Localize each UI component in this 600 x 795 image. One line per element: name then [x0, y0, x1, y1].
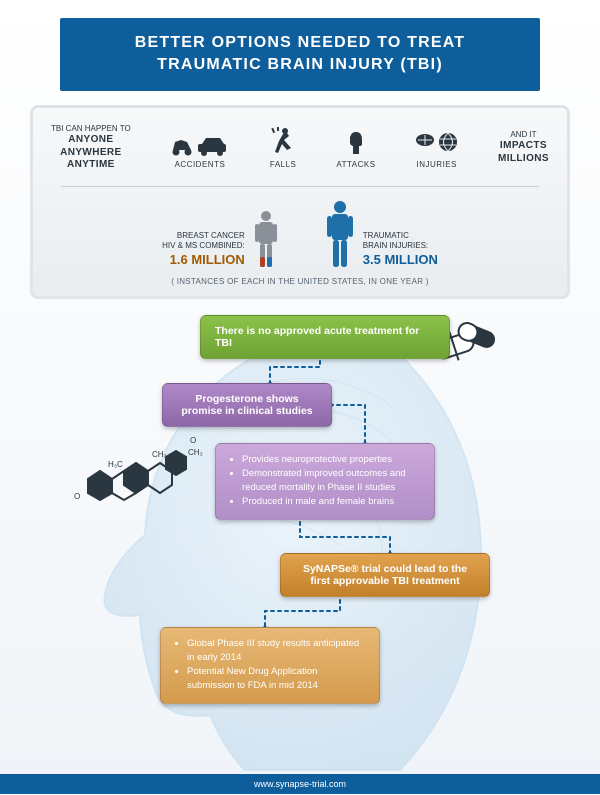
callout-purple-light: Provides neuroprotective properties Demo…	[215, 443, 435, 520]
right-emph2: MILLIONS	[498, 153, 549, 166]
cause-attacks: ATTACKS	[336, 126, 375, 169]
comparison-footnote: ( INSTANCES OF EACH IN THE UNITED STATES…	[51, 277, 549, 286]
cmp-r-line1: BRAIN INJURIES:	[363, 241, 438, 251]
comparison-row: BREAST CANCER HIV & MS COMBINED: 1.6 MIL…	[51, 199, 549, 269]
callout-orange-light: Global Phase III study results anticipat…	[160, 627, 380, 704]
attack-icon	[344, 126, 368, 156]
cause-accidents: ACCIDENTS	[170, 126, 230, 169]
cmp-r-line0: TRAUMATIC	[363, 231, 438, 241]
callout-purple-dark: Progesterone shows promise in clinical s…	[162, 383, 332, 427]
comparison-right-label: TRAUMATIC BRAIN INJURIES: 3.5 MILLION	[363, 231, 438, 269]
mol-lbl: O	[74, 492, 80, 501]
cmp-l-line1: HIV & MS COMBINED:	[162, 241, 245, 251]
comparison-left-label: BREAST CANCER HIV & MS COMBINED: 1.6 MIL…	[162, 231, 245, 269]
causes-left-text: TBI CAN HAPPEN TO ANYONE ANYWHERE ANYTIM…	[51, 124, 131, 172]
person-icon-right	[325, 199, 355, 269]
pl-bullet: Demonstrated improved outcomes and reduc…	[242, 467, 420, 496]
brain-section: O H₃C CH₃ CH₃ O There is no approved acu…	[0, 305, 600, 745]
header-banner: BETTER OPTIONS NEEDED TO TREAT TRAUMATIC…	[60, 18, 540, 91]
left-emph1: ANYONE	[51, 134, 131, 147]
cause-label: ATTACKS	[336, 160, 375, 169]
accident-icon	[170, 126, 230, 156]
divider	[61, 186, 539, 187]
mol-lbl: CH₃	[188, 448, 203, 457]
cause-label: FALLS	[270, 160, 297, 169]
left-emph3: ANYTIME	[51, 159, 131, 172]
right-small: AND IT	[498, 130, 549, 140]
callout-purple-dark-text: Progesterone shows promise in clinical s…	[181, 393, 312, 417]
cmp-r-value: 3.5 MILLION	[363, 252, 438, 269]
stats-panel: TBI CAN HAPPEN TO ANYONE ANYWHERE ANYTIM…	[30, 105, 570, 299]
comparison-left: BREAST CANCER HIV & MS COMBINED: 1.6 MIL…	[162, 209, 279, 269]
callout-orange: SyNAPSe® trial could lead to the first a…	[280, 553, 490, 597]
footer-url: www.synapse-trial.com	[254, 779, 346, 789]
mol-lbl: CH₃	[152, 450, 167, 459]
footer-bar: www.synapse-trial.com	[0, 774, 600, 794]
left-emph2: ANYWHERE	[51, 147, 131, 160]
left-small: TBI CAN HAPPEN TO	[51, 124, 131, 134]
fall-icon	[269, 126, 297, 156]
cause-label: ACCIDENTS	[175, 160, 226, 169]
mol-lbl: O	[190, 436, 196, 445]
mol-lbl: H₃C	[108, 460, 123, 469]
callout-green: There is no approved acute treatment for…	[200, 315, 450, 359]
title-line-2: TRAUMATIC BRAIN INJURY (TBI)	[90, 54, 510, 76]
right-emph1: IMPACTS	[498, 140, 549, 153]
cmp-l-line0: BREAST CANCER	[162, 231, 245, 241]
pl-bullet: Produced in male and female brains	[242, 495, 420, 509]
head-silhouette	[50, 295, 550, 795]
cause-falls: FALLS	[269, 126, 297, 169]
causes-right-text: AND IT IMPACTS MILLIONS	[498, 130, 549, 165]
person-icon-left	[253, 209, 279, 269]
ol-bullet: Potential New Drug Application submissio…	[187, 665, 365, 694]
cause-label: INJURIES	[417, 160, 457, 169]
cause-injuries: INJURIES	[415, 126, 459, 169]
comparison-right: TRAUMATIC BRAIN INJURIES: 3.5 MILLION	[325, 199, 438, 269]
callout-orange-text: SyNAPSe® trial could lead to the first a…	[303, 563, 467, 587]
title-line-1: BETTER OPTIONS NEEDED TO TREAT	[90, 32, 510, 54]
cmp-l-value: 1.6 MILLION	[162, 252, 245, 269]
molecule-icon: O H₃C CH₃ CH₃ O	[70, 427, 220, 507]
injury-icon	[415, 126, 459, 156]
ol-bullet: Global Phase III study results anticipat…	[187, 637, 365, 666]
callout-green-text: There is no approved acute treatment for…	[215, 325, 419, 349]
pl-bullet: Provides neuroprotective properties	[242, 453, 420, 467]
causes-row: TBI CAN HAPPEN TO ANYONE ANYWHERE ANYTIM…	[51, 124, 549, 172]
